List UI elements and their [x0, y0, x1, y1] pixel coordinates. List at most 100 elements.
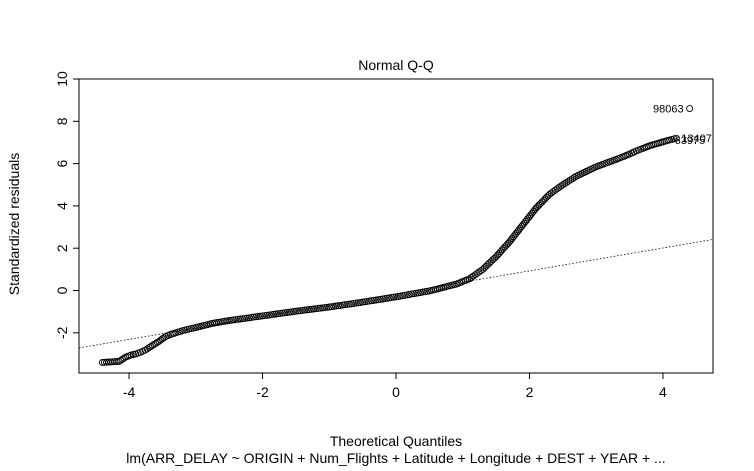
- data-point: [274, 310, 282, 318]
- data-point: [341, 301, 349, 309]
- x-tick-label: -4: [123, 384, 136, 400]
- data-point: [312, 305, 320, 313]
- data-point: [396, 292, 404, 300]
- chart-title: Normal Q-Q: [358, 57, 434, 73]
- data-point: [227, 316, 235, 324]
- reference-line: [79, 239, 713, 349]
- point-label: 13407: [681, 133, 712, 145]
- y-tick-label: 6: [54, 160, 70, 168]
- data-point: [314, 304, 322, 312]
- data-points: [98, 105, 694, 366]
- data-point: [241, 314, 249, 322]
- subtitle: lm(ARR_DELAY ~ ORIGIN + Num_Flights + La…: [126, 450, 665, 466]
- y-tick-label: 8: [54, 117, 70, 125]
- data-point: [350, 299, 358, 307]
- data-point: [152, 339, 160, 347]
- data-point: [236, 315, 244, 323]
- data-point: [336, 301, 344, 309]
- point-label: 63975: [675, 135, 706, 147]
- data-point: [265, 311, 273, 319]
- x-tick-label: 2: [526, 384, 534, 400]
- data-point: [570, 174, 578, 181]
- data-point: [376, 295, 384, 303]
- data-point: [243, 314, 251, 322]
- data-point: [563, 178, 571, 186]
- y-tick-label: 10: [54, 71, 70, 87]
- data-point: [225, 317, 233, 324]
- data-point: [239, 315, 246, 323]
- data-point: [160, 334, 168, 342]
- data-point: [250, 313, 258, 321]
- plot-frame: [78, 78, 714, 374]
- data-point: [381, 295, 389, 303]
- data-point: [672, 134, 680, 142]
- data-point: [321, 304, 329, 312]
- data-point: [363, 297, 371, 305]
- data-point: [354, 299, 362, 307]
- data-point: [232, 316, 240, 324]
- data-point: [359, 298, 367, 306]
- data-point: [301, 306, 309, 314]
- data-point: [147, 343, 155, 351]
- y-tick-label: 2: [54, 244, 70, 252]
- data-point: [405, 291, 413, 298]
- data-point: [270, 310, 278, 318]
- point-label: 98063: [653, 104, 684, 116]
- data-point: [259, 312, 266, 320]
- data-point: [390, 293, 398, 301]
- data-point: [153, 338, 161, 346]
- data-point: [352, 299, 360, 307]
- data-point: [305, 306, 313, 313]
- data-point: [686, 105, 694, 113]
- y-tick-label: -2: [54, 326, 70, 339]
- data-point: [281, 309, 289, 317]
- data-point: [334, 302, 342, 310]
- y-tick-label: 0: [54, 286, 70, 294]
- data-point: [292, 307, 300, 315]
- x-axis: -4 -2 0 2 4: [123, 373, 667, 400]
- data-point: [423, 287, 431, 295]
- data-point: [296, 307, 304, 315]
- data-point: [290, 308, 298, 315]
- data-point: [345, 300, 353, 308]
- data-point: [276, 309, 284, 317]
- data-point: [332, 302, 340, 310]
- data-point: [368, 297, 375, 305]
- data-point: [285, 308, 293, 316]
- data-point: [287, 308, 295, 316]
- x-tick-label: 4: [659, 384, 667, 400]
- data-point: [343, 300, 351, 308]
- data-point: [115, 357, 123, 365]
- data-point: [230, 316, 238, 324]
- data-point: [561, 180, 569, 187]
- y-tick-label: 4: [54, 202, 70, 210]
- data-point: [234, 315, 242, 323]
- data-point: [299, 306, 307, 314]
- data-point: [252, 313, 260, 321]
- x-tick-label: 0: [392, 384, 400, 400]
- data-point: [143, 345, 151, 353]
- data-point: [385, 294, 393, 302]
- x-tick-label: -2: [256, 384, 269, 400]
- data-point: [316, 304, 324, 312]
- data-point: [319, 304, 327, 312]
- data-point: [261, 312, 269, 320]
- data-point: [325, 303, 333, 311]
- data-point: [372, 296, 380, 304]
- data-point: [328, 303, 335, 311]
- y-axis-label: Standardized residuals: [6, 153, 22, 295]
- data-point: [254, 313, 262, 320]
- data-point: [283, 309, 291, 316]
- data-point: [272, 310, 280, 318]
- data-point: [308, 305, 315, 313]
- data-point: [303, 306, 311, 314]
- data-point: [263, 311, 271, 319]
- data-point: [568, 175, 576, 183]
- data-point: [414, 289, 422, 297]
- data-point: [247, 313, 255, 321]
- data-point: [310, 305, 318, 313]
- x-axis-label: Theoretical Quantiles: [330, 433, 462, 449]
- data-point: [158, 335, 166, 343]
